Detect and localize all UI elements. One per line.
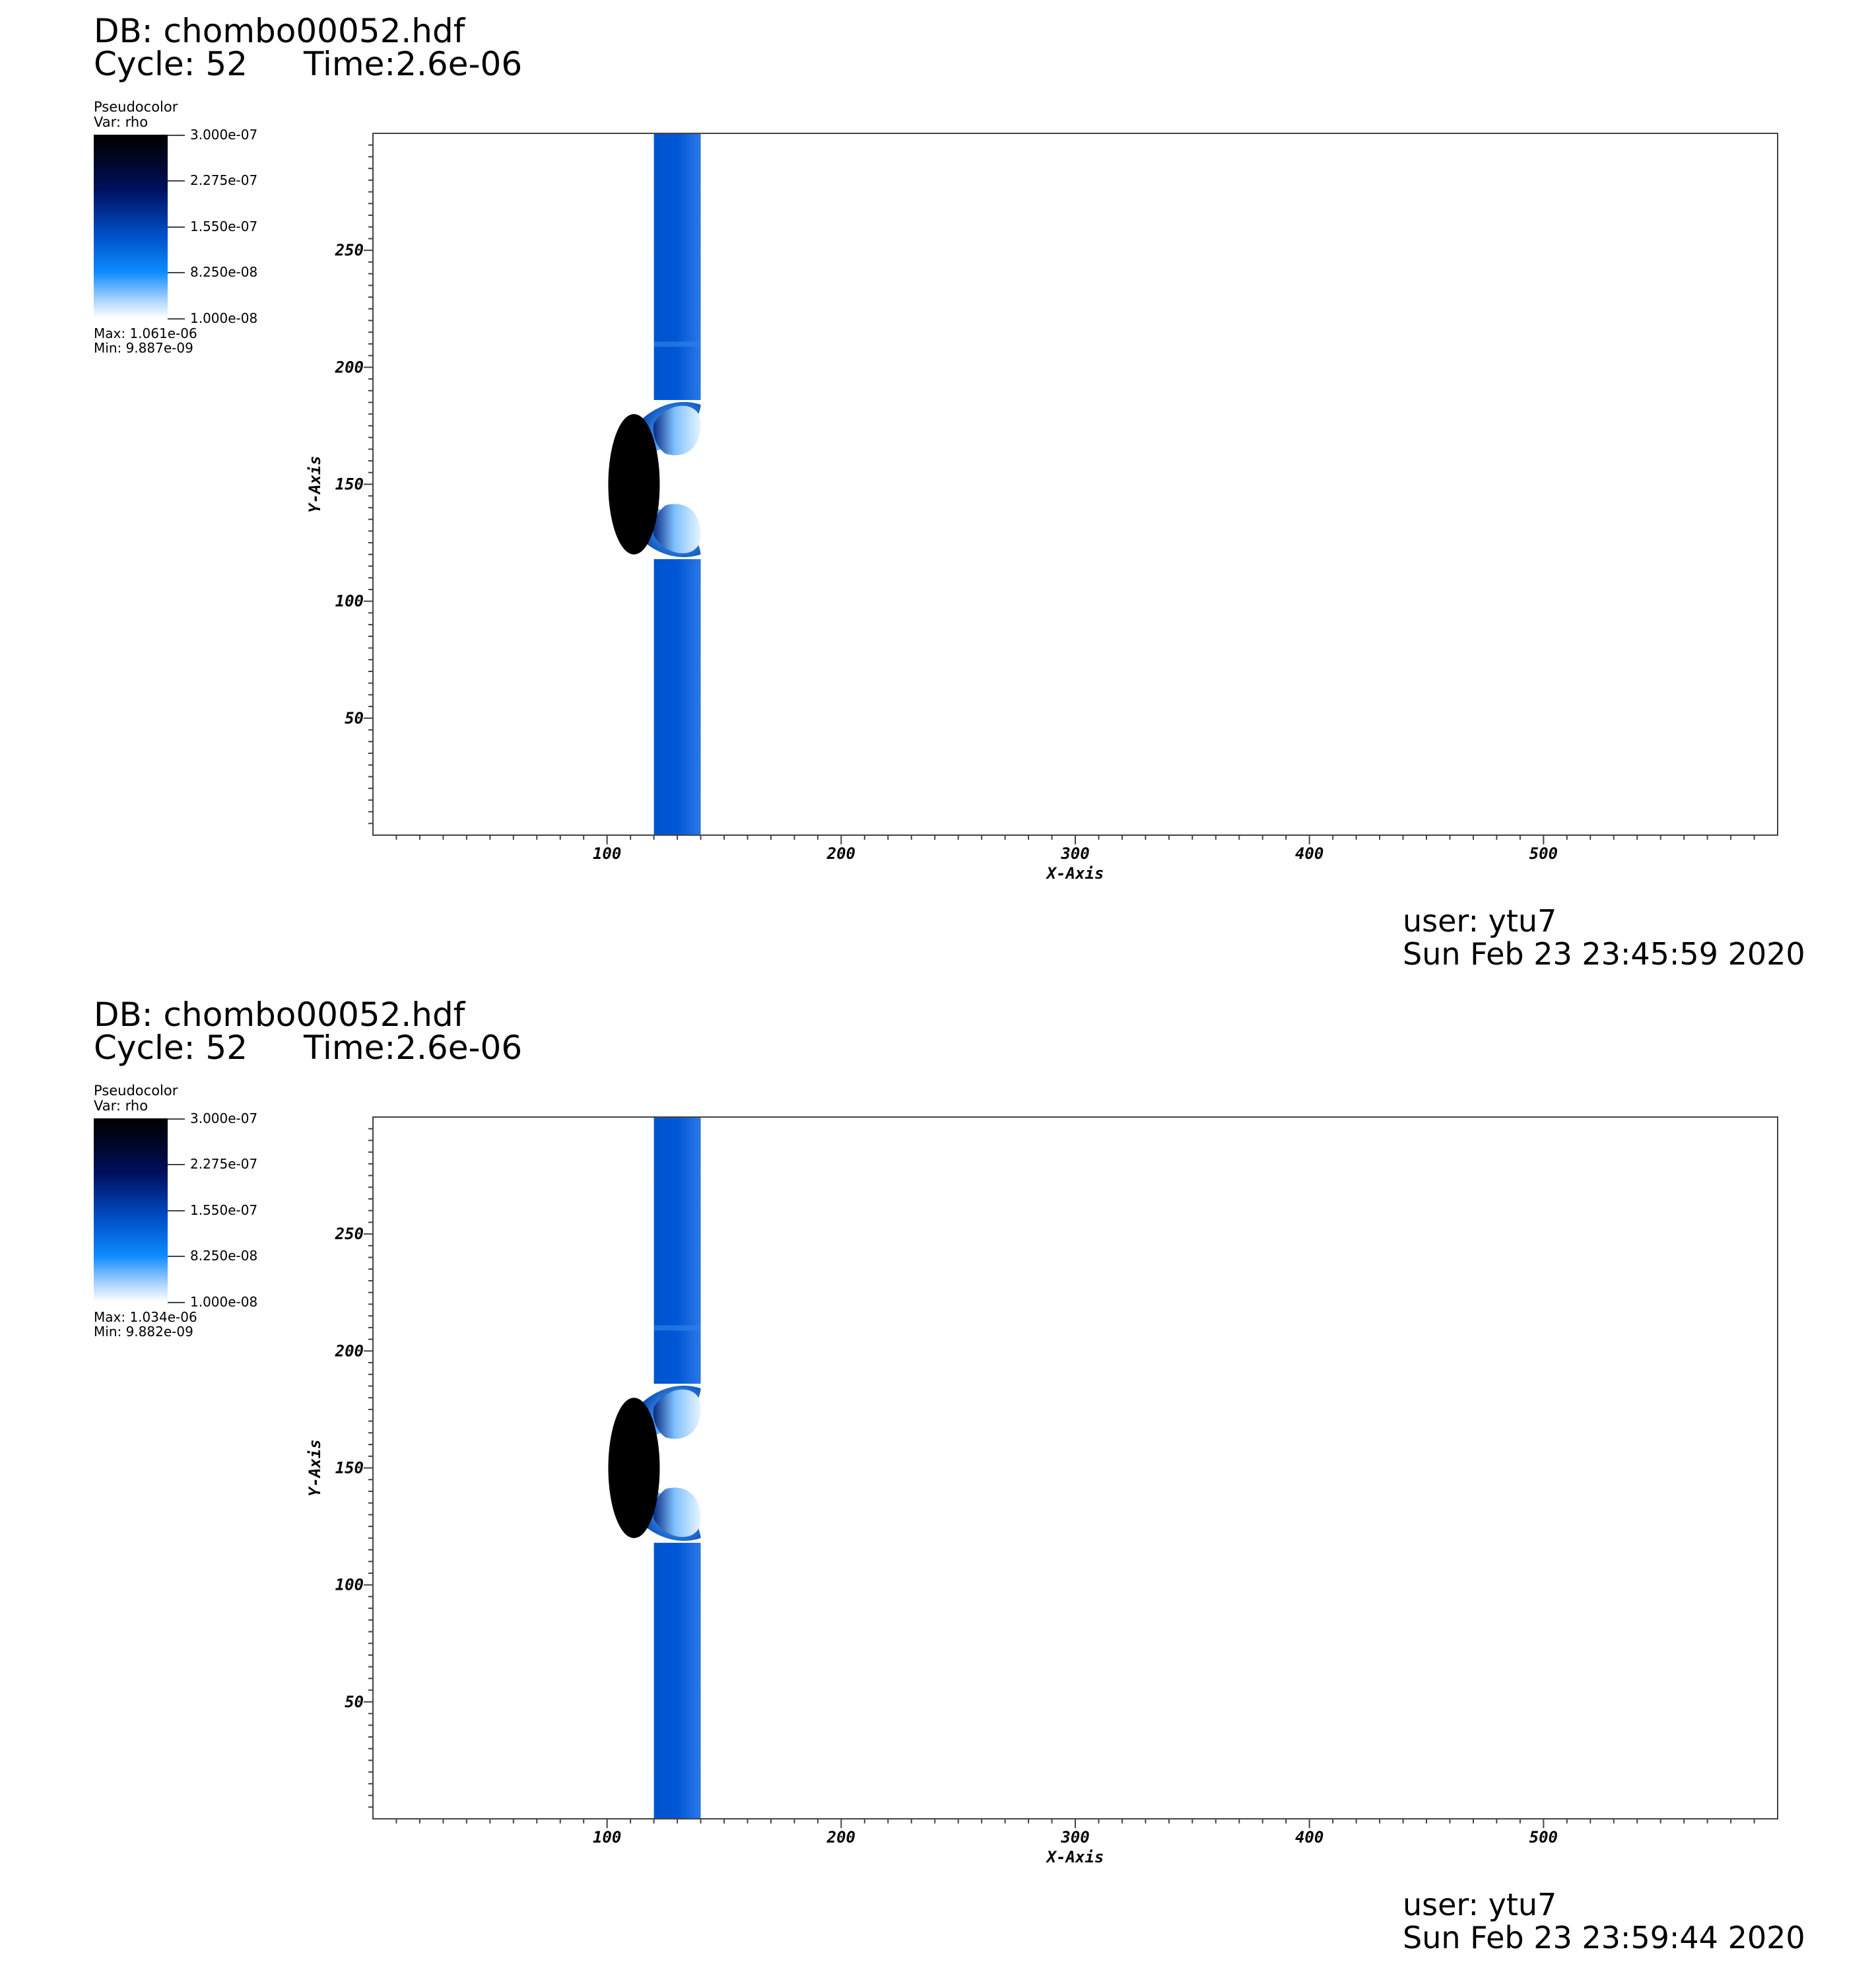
colorbar-tick — [168, 1256, 185, 1257]
colorbar-label: 8.250e-08 — [190, 1248, 258, 1264]
colorbar-label: 3.000e-07 — [190, 127, 258, 143]
lower-lobe — [653, 1487, 701, 1538]
user-label: user: ytu7 — [1403, 903, 1557, 939]
colorbar-label: 1.550e-07 — [190, 219, 258, 234]
colorbar-label: 8.250e-08 — [190, 264, 258, 280]
colorbar-label: 1.000e-08 — [190, 1294, 258, 1310]
x-tick-label: 400 — [1295, 844, 1323, 863]
y-axis-label: Y-Axis — [306, 1439, 324, 1497]
x-axis-label: X-Axis — [1046, 864, 1104, 883]
x-tick-label: 300 — [1060, 844, 1089, 863]
colorbar-label: 1.550e-07 — [190, 1202, 258, 1218]
x-tick-label: 100 — [593, 1828, 621, 1847]
y-tick-label: 100 — [335, 592, 364, 611]
plot-panel-2: DB: chombo00052.hdf Cycle: 52 Time:2.6e-… — [0, 984, 1876, 1967]
dark-core — [608, 414, 660, 555]
x-tick-label: 200 — [826, 1828, 855, 1847]
legend-max: Max: 1.034e-06 — [94, 1309, 197, 1325]
x-tick-label: 100 — [593, 844, 621, 863]
colorbar — [94, 1118, 168, 1302]
y-tick-label: 150 — [335, 1459, 364, 1478]
y-tick-label: 200 — [335, 1342, 364, 1360]
db-title: DB: chombo00052.hdf — [94, 996, 465, 1034]
y-tick-label: 100 — [335, 1576, 364, 1594]
colorbar — [94, 135, 168, 318]
plot-area — [373, 133, 1778, 835]
y-tick-label: 250 — [335, 1225, 364, 1243]
colorbar-tick — [168, 1210, 185, 1211]
plot-svg: 100 200 300 400 500 50 100 150 200 250 X-Axis Y-Axi… — [306, 1116, 1778, 1866]
legend-title: Pseudocolor — [94, 99, 178, 115]
colorbar-tick — [168, 180, 185, 182]
band-feature — [653, 341, 701, 347]
db-title: DB: chombo00052.hdf — [94, 12, 465, 50]
y-tick-label: 50 — [345, 1693, 364, 1711]
y-tick-label: 50 — [345, 709, 364, 728]
plot-svg: 100 200 300 400 500 50 100 150 200 250 X-Axis Y-Axi… — [306, 133, 1778, 883]
time-label: Time:2.6e-06 — [304, 45, 523, 83]
band-feature — [653, 1325, 701, 1331]
colorbar-label: 1.000e-08 — [190, 310, 258, 326]
lower-lobe — [653, 504, 701, 554]
cycle-label: Cycle: 52 — [94, 45, 248, 83]
x-tick-label: 300 — [1060, 1828, 1089, 1847]
plot-area — [373, 1117, 1778, 1819]
x-tick-label: 200 — [826, 844, 855, 863]
cycle-label: Cycle: 52 — [94, 1029, 248, 1067]
upper-lobe — [653, 1389, 701, 1439]
x-tick-label: 500 — [1529, 844, 1558, 863]
colorbar-tick — [168, 226, 185, 228]
legend-var: Var: rho — [94, 114, 149, 130]
legend-min: Min: 9.882e-09 — [94, 1324, 193, 1340]
colorbar-tick — [168, 1118, 185, 1120]
colorbar-tick — [168, 1302, 185, 1303]
legend-var: Var: rho — [94, 1098, 149, 1114]
dark-core — [608, 1398, 660, 1538]
x-axis-label: X-Axis — [1046, 1848, 1104, 1866]
colorbar-label: 2.275e-07 — [190, 172, 258, 188]
y-tick-label: 250 — [335, 241, 364, 259]
date-label: Sun Feb 23 23:45:59 2020 — [1403, 936, 1805, 972]
y-tick-label: 200 — [335, 358, 364, 376]
plot-panel-1: DB: chombo00052.hdf Cycle: 52 Time:2.6e-… — [0, 0, 1876, 984]
colorbar-tick — [168, 272, 185, 273]
colorbar-tick — [168, 135, 185, 136]
upper-lobe — [653, 405, 701, 456]
legend-min: Min: 9.887e-09 — [94, 340, 193, 356]
colorbar-tick — [168, 1164, 185, 1165]
user-label: user: ytu7 — [1403, 1887, 1557, 1922]
colorbar-tick — [168, 318, 185, 320]
y-axis-label: Y-Axis — [306, 456, 324, 513]
y-tick-label: 150 — [335, 475, 364, 494]
date-label: Sun Feb 23 23:59:44 2020 — [1403, 1920, 1805, 1955]
legend-max: Max: 1.061e-06 — [94, 325, 197, 341]
x-tick-label: 500 — [1529, 1828, 1558, 1847]
colorbar-label: 2.275e-07 — [190, 1156, 258, 1172]
legend-title: Pseudocolor — [94, 1083, 178, 1099]
x-tick-label: 400 — [1295, 1828, 1323, 1847]
time-label: Time:2.6e-06 — [304, 1029, 523, 1067]
colorbar-label: 3.000e-07 — [190, 1110, 258, 1126]
